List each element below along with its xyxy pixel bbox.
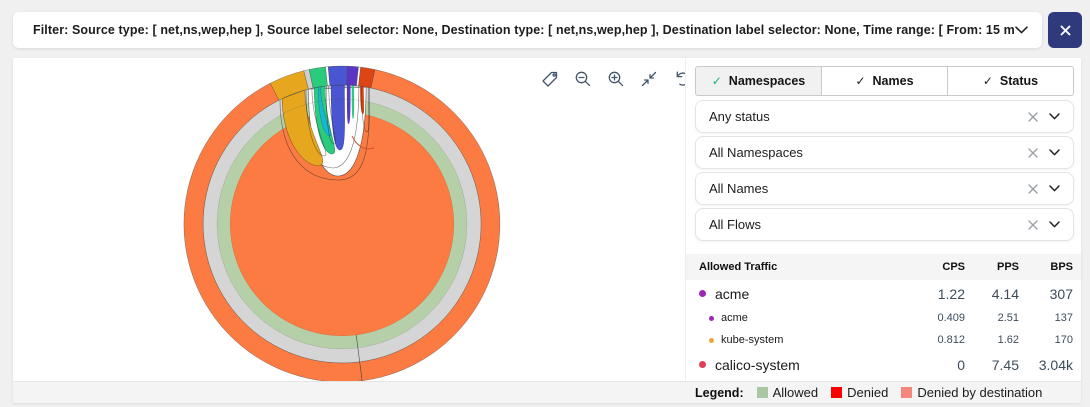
legend-title: Legend: xyxy=(695,385,744,400)
select-value: All Flows xyxy=(709,217,762,232)
tab-label: Status xyxy=(999,74,1039,88)
flow-visualization-panel: ✓ Namespaces ✓ Names ✓ Status Any status… xyxy=(13,58,1081,403)
clear-icon[interactable] xyxy=(1028,219,1038,230)
checkmark-icon: ✓ xyxy=(855,74,866,88)
legend-label: Denied by destination xyxy=(917,385,1043,400)
legend-item-allowed: Allowed xyxy=(756,385,819,400)
row-name: kube-system xyxy=(721,334,784,346)
chord-outer-ring xyxy=(183,65,501,383)
column-pps: PPS xyxy=(996,261,1019,273)
row-pps: 7.45 xyxy=(991,356,1019,373)
names-select[interactable]: All Names xyxy=(695,172,1074,205)
zoom-out-icon xyxy=(573,69,593,89)
checkmark-icon: ✓ xyxy=(711,74,722,88)
row-cps: 1.22 xyxy=(937,285,965,302)
select-value: All Namespaces xyxy=(709,145,803,160)
tab-names[interactable]: ✓ Names xyxy=(821,66,948,96)
legend-label: Allowed xyxy=(772,385,819,400)
tag-labels-button[interactable] xyxy=(537,66,563,92)
tab-label: Namespaces xyxy=(728,74,806,88)
chevron-down-icon[interactable] xyxy=(1015,26,1028,34)
table-row[interactable]: acme 1.22 4.14 307 xyxy=(686,280,1081,307)
namespace-dot xyxy=(699,361,706,368)
clear-icon[interactable] xyxy=(1028,183,1038,194)
row-pps: 4.14 xyxy=(991,285,1019,302)
table-header: Allowed Traffic CPS PPS BPS xyxy=(686,254,1081,280)
denied-swatch xyxy=(831,387,843,398)
select-value: All Names xyxy=(709,181,769,196)
row-pps: 2.51 xyxy=(997,312,1019,324)
flow-filter-bar[interactable]: Filter: Source type: [ net,ns,wep,hep ],… xyxy=(13,12,1042,48)
allowed-swatch xyxy=(756,387,768,398)
status-select[interactable]: Any status xyxy=(695,100,1074,133)
zoom-in-icon xyxy=(606,69,626,89)
tab-status[interactable]: ✓ Status xyxy=(947,66,1074,96)
ribbon-indigo xyxy=(346,85,351,124)
collapse-arrows-icon xyxy=(639,69,659,89)
flow-filter-sidebar: ✓ Namespaces ✓ Names ✓ Status Any status… xyxy=(685,58,1081,381)
close-icon xyxy=(1060,25,1071,36)
row-bps: 170 xyxy=(1054,334,1073,346)
row-cps: 0.812 xyxy=(937,334,965,346)
fit-to-view-button[interactable] xyxy=(636,66,662,92)
checkmark-icon: ✓ xyxy=(982,74,993,88)
namespace-dot xyxy=(699,290,706,297)
namespace-dot xyxy=(709,315,714,321)
filter-summary-text: Filter: Source type: [ net,ns,wep,hep ],… xyxy=(33,23,1015,37)
group-by-tabs: ✓ Namespaces ✓ Names ✓ Status xyxy=(695,66,1074,96)
row-name: calico-system xyxy=(715,356,800,373)
namespaces-select[interactable]: All Namespaces xyxy=(695,136,1074,169)
column-bps: BPS xyxy=(1050,261,1073,273)
table-row[interactable]: kube-system 0.812 1.62 170 xyxy=(686,329,1081,351)
zoom-in-button[interactable] xyxy=(603,66,629,92)
table-row[interactable]: acme 0.409 2.51 137 xyxy=(686,307,1081,329)
row-pps: 1.62 xyxy=(997,334,1019,346)
segment-orange xyxy=(183,69,501,383)
segment-blue xyxy=(327,65,348,86)
ribbon-gold xyxy=(281,89,323,167)
row-bps: 3.04k xyxy=(1038,356,1073,373)
row-name: acme xyxy=(715,285,750,302)
chevron-down-icon[interactable] xyxy=(1049,221,1060,228)
namespace-dot xyxy=(709,337,714,343)
column-cps: CPS xyxy=(942,261,965,273)
zoom-out-button[interactable] xyxy=(570,66,596,92)
flow-chord-diagram[interactable] xyxy=(172,58,512,394)
close-filter-button[interactable] xyxy=(1048,12,1082,48)
clear-icon[interactable] xyxy=(1028,147,1038,158)
row-cps: 0.409 xyxy=(937,312,965,324)
ribbon-cyan xyxy=(318,86,332,137)
legend-item-denied-by-destination: Denied by destination xyxy=(901,385,1042,400)
row-bps: 137 xyxy=(1054,312,1073,324)
chevron-down-icon[interactable] xyxy=(1049,113,1060,120)
chord-ribbons xyxy=(279,84,375,181)
allowed-traffic-table: Allowed Traffic CPS PPS BPS acme 1.22 4.… xyxy=(686,254,1081,378)
denied-by-destination-swatch xyxy=(901,387,913,398)
chart-toolbar xyxy=(537,66,695,92)
chevron-down-icon[interactable] xyxy=(1049,149,1060,156)
column-allowed-traffic: Allowed Traffic xyxy=(699,261,778,273)
clear-icon[interactable] xyxy=(1028,111,1038,122)
legend-label: Denied xyxy=(847,385,889,400)
table-row[interactable]: calico-system 0 7.45 3.04k xyxy=(686,351,1081,378)
ribbon-emerald-2 xyxy=(351,85,355,119)
select-value: Any status xyxy=(709,109,770,124)
chevron-down-icon[interactable] xyxy=(1049,185,1060,192)
legend-item-denied: Denied xyxy=(831,385,888,400)
tab-namespaces[interactable]: ✓ Namespaces xyxy=(695,66,822,96)
legend-bar: Legend: Allowed Denied Denied by destina… xyxy=(13,381,1081,403)
flows-select[interactable]: All Flows xyxy=(695,208,1074,241)
row-cps: 0 xyxy=(957,356,965,373)
segment-vermillion xyxy=(358,66,376,89)
row-bps: 307 xyxy=(1049,285,1073,302)
row-name: acme xyxy=(721,312,748,324)
tab-label: Names xyxy=(872,74,914,88)
tag-icon xyxy=(540,69,560,89)
